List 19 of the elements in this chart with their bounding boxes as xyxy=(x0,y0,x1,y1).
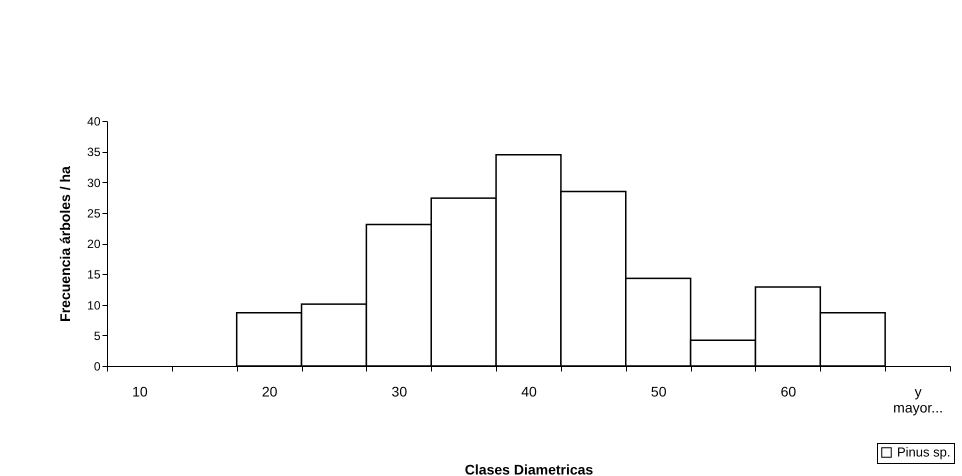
x-tick-label: 50 xyxy=(650,384,667,400)
y-tick-label: 40 xyxy=(87,114,101,128)
legend-label: Pinus sp. xyxy=(897,444,950,460)
y-tick-label: 0 xyxy=(94,360,101,374)
x-tick-label: 60 xyxy=(780,384,796,400)
y-tick-label: 5 xyxy=(94,328,101,343)
x-tick-label: 20 xyxy=(262,384,278,400)
y-tick-label: 15 xyxy=(87,268,101,282)
y-tick-label: 10 xyxy=(87,298,101,312)
y-axis-title: Frecuencia árboles / ha xyxy=(57,166,74,322)
x-tick-label: 30 xyxy=(392,384,408,400)
y-tick-label: 30 xyxy=(87,176,101,190)
y-tick-label: 20 xyxy=(87,237,101,251)
x-tick-label: 40 xyxy=(521,384,537,400)
x-tick-label: y mayor... xyxy=(893,384,943,416)
x-axis-title: Clases Diametricas xyxy=(464,462,594,476)
y-tick-label: 25 xyxy=(87,206,101,220)
x-tick-label: 10 xyxy=(132,384,148,400)
y-tick-label: 35 xyxy=(87,145,101,160)
